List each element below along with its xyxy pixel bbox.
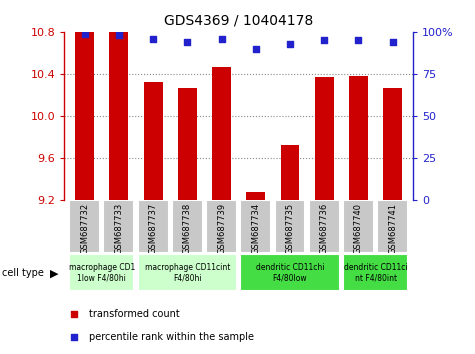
Bar [281, 145, 299, 200]
Bar [240, 200, 271, 253]
Bar [247, 192, 265, 200]
Text: GSM687732: GSM687732 [80, 202, 89, 254]
Bar [172, 200, 203, 253]
Text: ▶: ▶ [50, 268, 58, 278]
Bar [315, 77, 333, 200]
Bar [75, 32, 94, 200]
Bar [104, 200, 134, 253]
Bar [206, 200, 237, 253]
Point [149, 36, 157, 41]
Title: GDS4369 / 10404178: GDS4369 / 10404178 [164, 14, 314, 28]
Text: transformed count: transformed count [89, 309, 180, 319]
Text: macrophage CD11cint
F4/80hi: macrophage CD11cint F4/80hi [145, 263, 230, 282]
Text: GSM687740: GSM687740 [354, 202, 363, 254]
Point [389, 39, 397, 45]
Text: dendritic CD11chi
F4/80low: dendritic CD11chi F4/80low [256, 263, 324, 282]
Bar [349, 76, 368, 200]
Bar [377, 200, 408, 253]
Text: GSM687735: GSM687735 [285, 202, 294, 254]
Text: GSM687737: GSM687737 [149, 202, 158, 254]
Text: GSM687733: GSM687733 [114, 202, 124, 254]
Point [355, 38, 362, 43]
Point [115, 33, 123, 38]
Text: cell type: cell type [2, 268, 44, 278]
Text: GSM687738: GSM687738 [183, 202, 192, 254]
Text: macrophage CD1
1low F4/80hi: macrophage CD1 1low F4/80hi [69, 263, 135, 282]
Point [286, 41, 294, 46]
Bar [109, 32, 128, 200]
Text: percentile rank within the sample: percentile rank within the sample [89, 332, 254, 342]
Text: dendritic CD11ci
nt F4/80int: dendritic CD11ci nt F4/80int [344, 263, 408, 282]
Bar [212, 67, 231, 200]
Bar [138, 200, 169, 253]
Point [183, 39, 191, 45]
Bar [69, 200, 100, 253]
Text: GSM687741: GSM687741 [388, 202, 397, 254]
Bar [69, 254, 134, 291]
Bar [343, 200, 374, 253]
Bar [275, 200, 305, 253]
Bar [343, 254, 408, 291]
Point [70, 334, 78, 339]
Bar [309, 200, 340, 253]
Point [81, 31, 88, 36]
Bar [144, 82, 162, 200]
Text: GSM687736: GSM687736 [320, 202, 329, 254]
Bar [178, 87, 197, 200]
Bar [240, 254, 340, 291]
Text: GSM687739: GSM687739 [217, 202, 226, 254]
Text: GSM687734: GSM687734 [251, 202, 260, 254]
Point [321, 38, 328, 43]
Point [252, 46, 260, 52]
Bar [383, 87, 402, 200]
Point [218, 36, 225, 41]
Point [70, 311, 78, 316]
Bar [138, 254, 237, 291]
